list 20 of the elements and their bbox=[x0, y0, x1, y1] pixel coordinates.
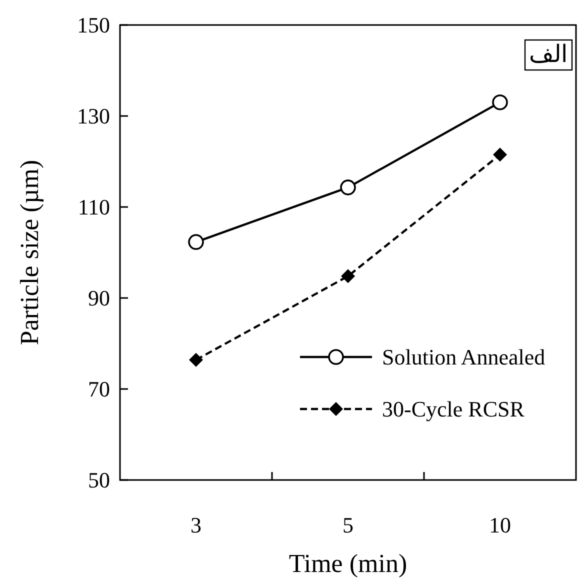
point bbox=[189, 352, 203, 367]
point bbox=[341, 269, 355, 284]
y-tick-label: 110 bbox=[78, 194, 110, 220]
y-tick-label: 150 bbox=[77, 12, 110, 38]
x-tick-label: 3 bbox=[190, 512, 202, 538]
y-tick-label: 90 bbox=[88, 286, 110, 310]
legend-label: 30-Cycle RCSR bbox=[382, 396, 525, 422]
x-tick-label: 5 bbox=[342, 512, 354, 538]
point bbox=[188, 234, 204, 250]
point bbox=[493, 148, 507, 162]
y-axis-title: Particle size (µm) bbox=[15, 160, 44, 346]
point bbox=[340, 180, 356, 196]
annotation: الف bbox=[529, 42, 568, 68]
point bbox=[492, 94, 508, 110]
y-tick-label: 70 bbox=[88, 376, 110, 402]
y-tick-label: 50 bbox=[88, 468, 110, 492]
legend-label: Solution Annealed bbox=[382, 344, 546, 370]
y-tick-label: 130 bbox=[77, 104, 110, 128]
x-axis-title: Time (min) bbox=[288, 549, 408, 578]
x-tick-label: 10 bbox=[489, 512, 511, 538]
